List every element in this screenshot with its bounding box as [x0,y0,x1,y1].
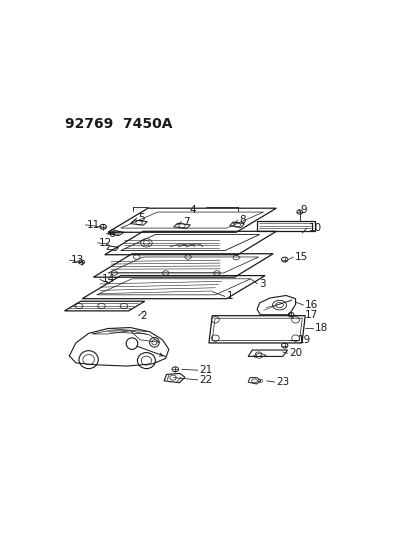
Text: 20: 20 [288,348,301,358]
Text: 2: 2 [140,311,146,321]
Text: 18: 18 [314,322,328,333]
Text: 8: 8 [239,215,245,225]
Text: 9: 9 [300,205,306,215]
Text: 5: 5 [138,213,145,223]
Text: 11: 11 [87,220,100,230]
Text: 92769  7450A: 92769 7450A [64,117,172,131]
Text: 23: 23 [276,377,289,387]
Text: 12: 12 [99,238,112,248]
Text: 16: 16 [304,300,318,310]
Text: 3: 3 [258,279,265,288]
Text: 1: 1 [226,292,233,302]
Text: 4: 4 [189,205,196,215]
Text: 21: 21 [199,365,212,375]
Text: 15: 15 [294,252,307,262]
Text: 17: 17 [304,310,318,320]
Text: 6: 6 [108,229,114,239]
Text: 19: 19 [297,335,311,345]
Text: 14: 14 [101,274,114,285]
Text: 22: 22 [199,375,212,385]
Text: 10: 10 [308,223,321,233]
Text: 13: 13 [71,255,84,265]
Text: 7: 7 [183,217,190,227]
